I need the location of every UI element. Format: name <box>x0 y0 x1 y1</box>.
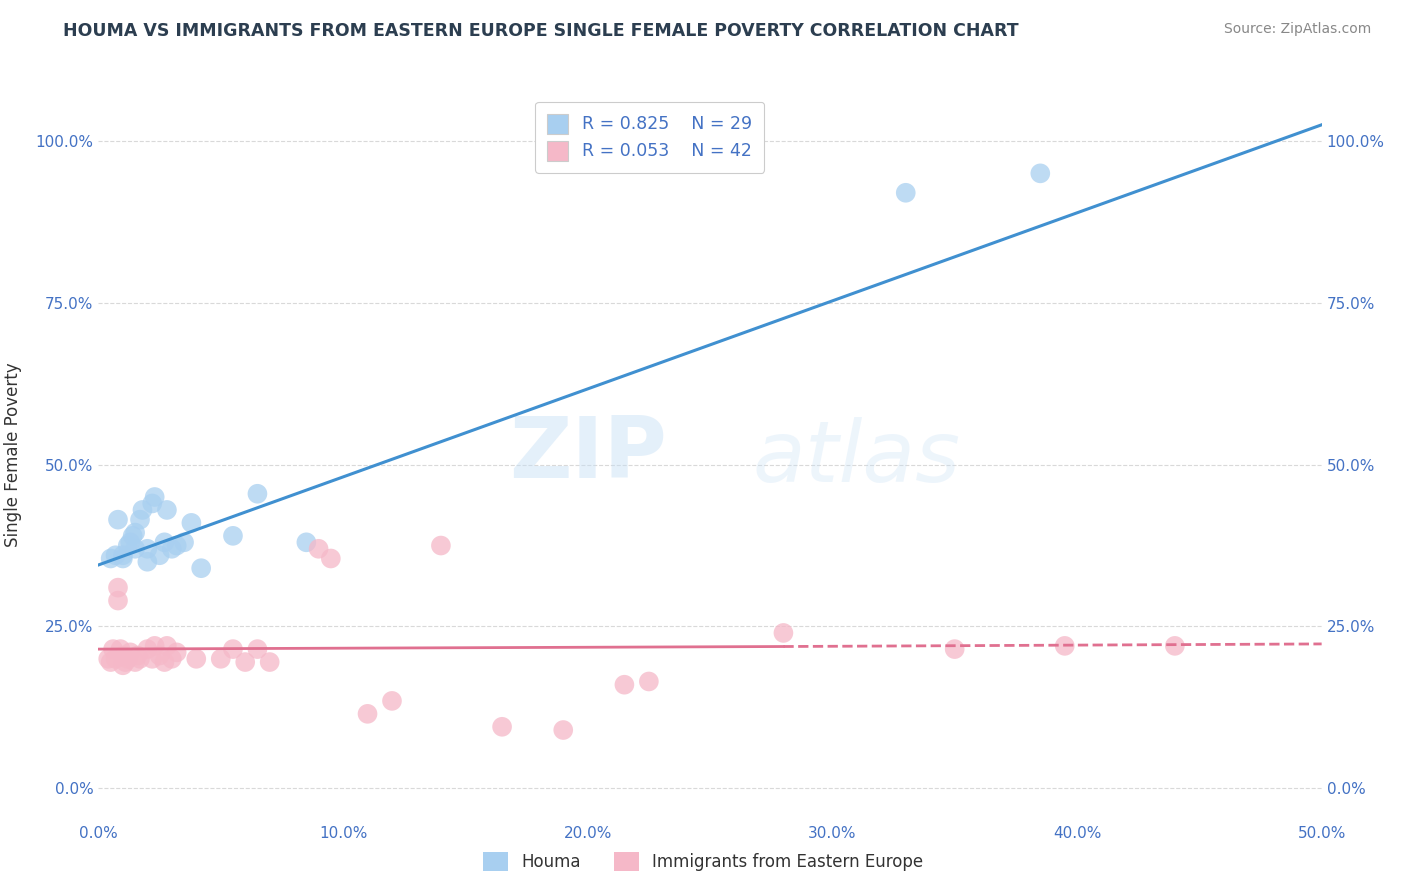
Point <box>153 655 176 669</box>
Point <box>101 642 124 657</box>
Point <box>160 652 183 666</box>
Point <box>186 652 208 666</box>
Point <box>381 694 404 708</box>
Point <box>117 539 139 553</box>
Point <box>180 516 202 530</box>
Point <box>246 642 269 657</box>
Point <box>107 513 129 527</box>
Point <box>114 655 136 669</box>
Point <box>772 626 794 640</box>
Point <box>104 548 127 562</box>
Point <box>209 652 232 666</box>
Y-axis label: Single Female Poverty: Single Female Poverty <box>4 363 21 547</box>
Point <box>131 503 153 517</box>
Point <box>111 551 134 566</box>
Point <box>121 529 143 543</box>
Point <box>1029 166 1052 180</box>
Point <box>100 551 122 566</box>
Point <box>110 642 132 657</box>
Point <box>149 648 172 663</box>
Point <box>141 496 163 510</box>
Point <box>111 658 134 673</box>
Point <box>124 525 146 540</box>
Point <box>156 639 179 653</box>
Point <box>1053 639 1076 653</box>
Point <box>613 678 636 692</box>
Text: HOUMA VS IMMIGRANTS FROM EASTERN EUROPE SINGLE FEMALE POVERTY CORRELATION CHART: HOUMA VS IMMIGRANTS FROM EASTERN EUROPE … <box>63 22 1019 40</box>
Point <box>149 548 172 562</box>
Point <box>173 535 195 549</box>
Point <box>143 639 166 653</box>
Point <box>111 648 134 663</box>
Legend: Houma, Immigrants from Eastern Europe: Houma, Immigrants from Eastern Europe <box>474 843 932 880</box>
Text: Source: ZipAtlas.com: Source: ZipAtlas.com <box>1223 22 1371 37</box>
Point <box>111 548 134 562</box>
Point <box>894 186 917 200</box>
Point <box>430 539 453 553</box>
Point <box>222 642 245 657</box>
Point <box>308 541 330 556</box>
Point <box>222 529 245 543</box>
Point <box>100 655 122 669</box>
Point <box>491 720 513 734</box>
Point <box>120 535 142 549</box>
Point <box>107 581 129 595</box>
Point <box>97 652 120 666</box>
Point <box>141 652 163 666</box>
Point <box>166 539 188 553</box>
Point <box>553 723 575 737</box>
Point <box>136 555 159 569</box>
Point <box>160 541 183 556</box>
Point <box>166 645 188 659</box>
Point <box>246 487 269 501</box>
Point <box>120 645 142 659</box>
Point <box>143 490 166 504</box>
Point <box>136 642 159 657</box>
Legend: R = 0.825    N = 29, R = 0.053    N = 42: R = 0.825 N = 29, R = 0.053 N = 42 <box>536 102 765 173</box>
Point <box>156 503 179 517</box>
Point <box>233 655 256 669</box>
Point <box>124 655 146 669</box>
Point <box>107 593 129 607</box>
Point <box>153 535 176 549</box>
Point <box>1164 639 1187 653</box>
Point <box>190 561 212 575</box>
Point <box>127 648 149 663</box>
Point <box>104 652 127 666</box>
Point <box>129 652 152 666</box>
Point <box>637 674 661 689</box>
Text: ZIP: ZIP <box>509 413 668 497</box>
Point <box>124 541 146 556</box>
Point <box>295 535 318 549</box>
Point <box>319 551 342 566</box>
Point <box>259 655 281 669</box>
Point <box>136 541 159 556</box>
Point <box>117 652 139 666</box>
Text: atlas: atlas <box>752 417 960 500</box>
Point <box>943 642 966 657</box>
Point <box>356 706 378 721</box>
Point <box>129 513 152 527</box>
